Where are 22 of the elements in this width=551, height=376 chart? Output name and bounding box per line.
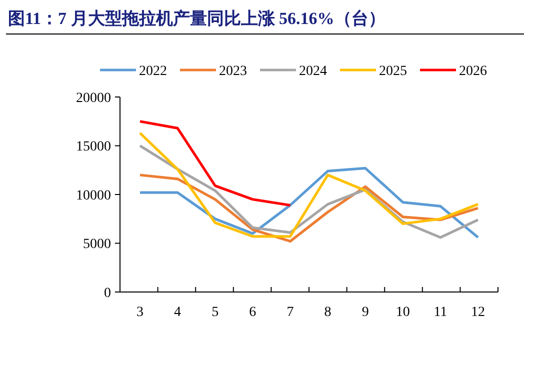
x-tick-label: 12 xyxy=(471,305,485,320)
x-tick-label: 4 xyxy=(174,305,182,320)
legend-label: 2026 xyxy=(459,64,487,79)
x-tick-label: 11 xyxy=(434,305,448,320)
x-tick-label: 10 xyxy=(396,305,410,320)
y-tick-label: 15000 xyxy=(76,140,111,155)
line-series xyxy=(138,120,292,207)
x-tick-label: 8 xyxy=(324,305,332,320)
x-tick-label: 7 xyxy=(286,305,294,320)
y-tick-label: 0 xyxy=(104,286,111,301)
legend-label: 2023 xyxy=(219,64,247,79)
x-tick-label: 3 xyxy=(136,305,144,320)
legend-label: 2025 xyxy=(379,64,407,79)
x-tick-label: 9 xyxy=(362,305,369,320)
x-tick-label: 5 xyxy=(212,305,219,320)
x-tick-label: 6 xyxy=(249,305,256,320)
chart-title: 图11：7 月大型拖拉机产量同比上涨 56.16%（台） xyxy=(8,9,386,28)
legend-label: 2022 xyxy=(139,64,167,79)
y-tick-label: 10000 xyxy=(76,188,111,204)
y-tick-label: 5000 xyxy=(83,237,111,252)
y-tick-label: 20000 xyxy=(76,90,111,106)
legend-label: 2024 xyxy=(299,64,327,79)
